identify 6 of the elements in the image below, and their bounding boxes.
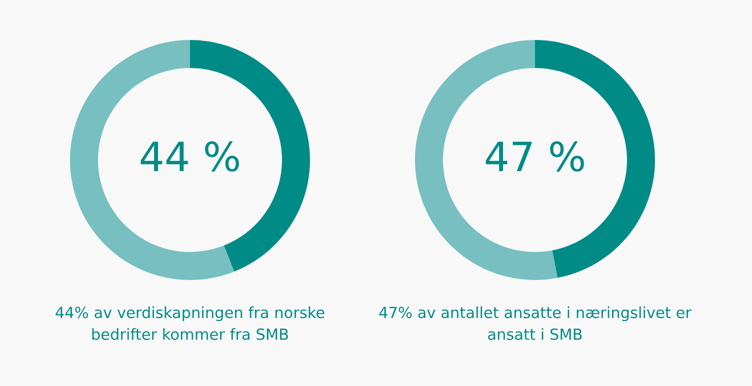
donut-slice xyxy=(535,40,655,278)
text: 47% av antallet ansatte i næringslivet er ansatt i SMB xyxy=(379,306,692,340)
data-label: 44 % xyxy=(140,141,239,172)
donut-slice xyxy=(190,40,310,272)
data-label: 47 % xyxy=(486,141,584,172)
text: 44% av verdiskapningen fra norske bedrifter kommer fra SMB xyxy=(56,306,324,340)
